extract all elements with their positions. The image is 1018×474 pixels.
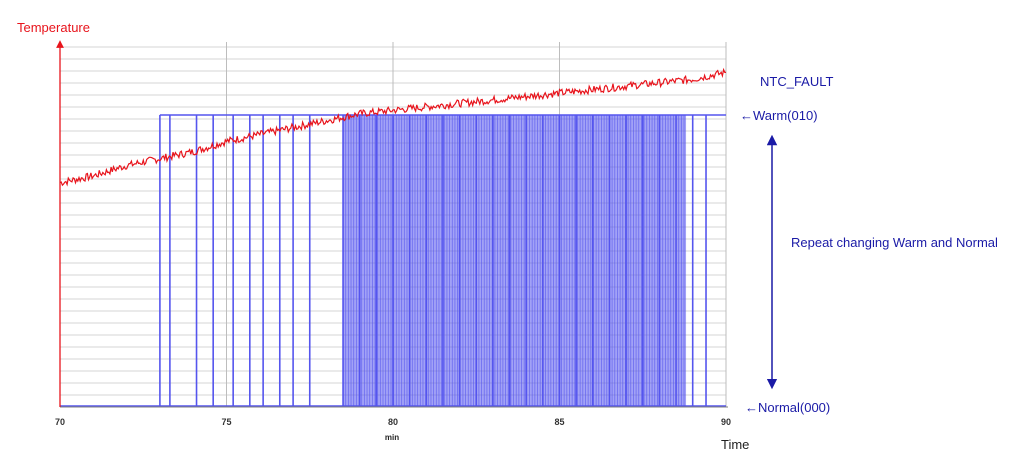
warm-state-label: ←Warm(010) xyxy=(740,108,818,123)
x-axis-title: min xyxy=(385,433,399,442)
x-tick-label: 80 xyxy=(388,417,398,427)
time-label: Time xyxy=(721,437,749,452)
x-tick-label: 85 xyxy=(554,417,564,427)
x-tick-labels: 70 75 80 85 90 xyxy=(55,417,731,427)
ntc-fault-dense-region xyxy=(343,115,687,407)
ntc-fault-label: NTC_FAULT xyxy=(760,74,833,89)
temperature-line xyxy=(59,67,726,187)
y-axis-title: Temperature xyxy=(17,20,90,35)
ntc-fault-series xyxy=(60,114,726,407)
normal-state-label: ←Normal(000) xyxy=(745,400,830,415)
temperature-series xyxy=(59,67,726,187)
x-tick-label: 70 xyxy=(55,417,65,427)
repeat-annotation: Repeat changing Warm and Normal xyxy=(791,235,998,250)
x-tick-label: 90 xyxy=(721,417,731,427)
x-tick-label: 75 xyxy=(221,417,231,427)
